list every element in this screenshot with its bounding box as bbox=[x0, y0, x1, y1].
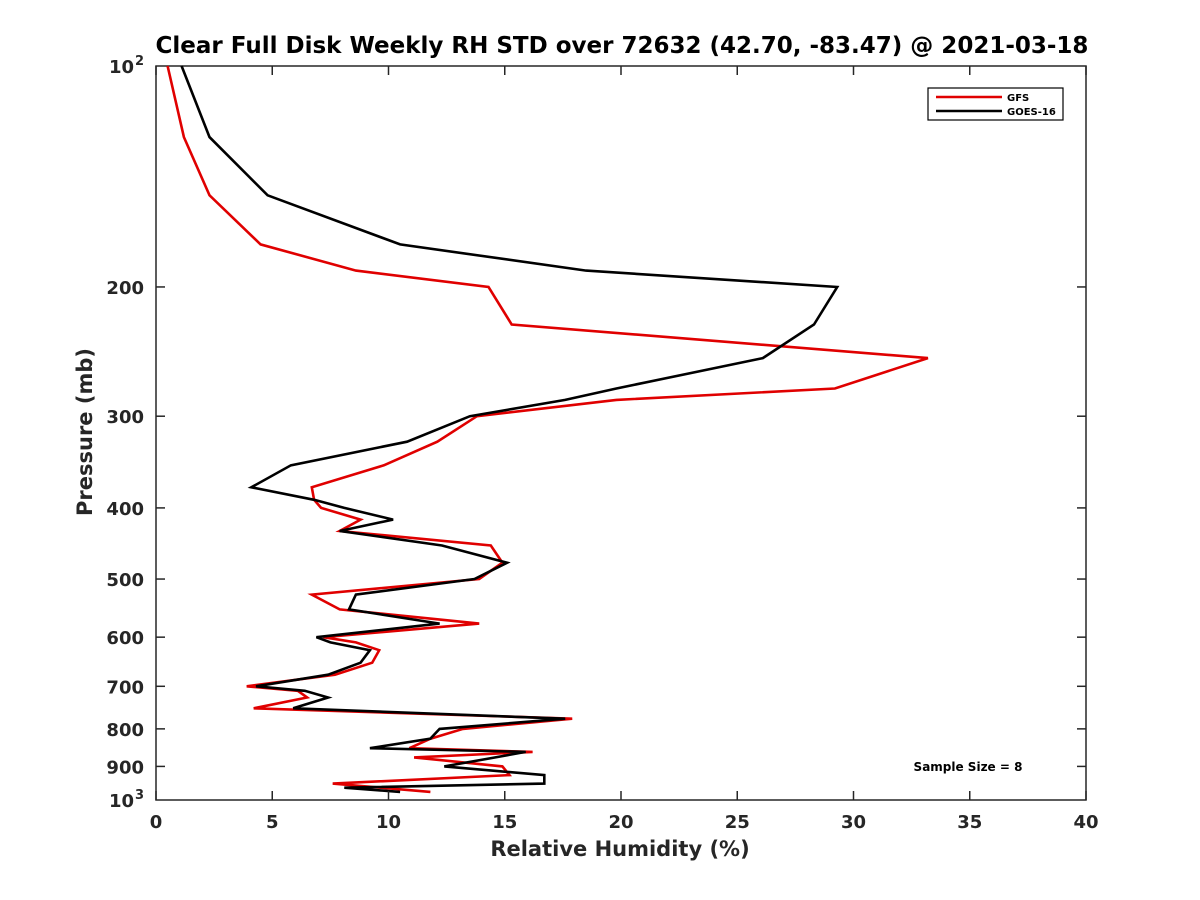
x-tick-label: 30 bbox=[841, 812, 866, 833]
legend: GFS GOES-16 bbox=[927, 87, 1064, 121]
y-tick-label: 900 bbox=[106, 757, 144, 778]
y-tick-label-power: 10 bbox=[109, 791, 134, 812]
y-tick-label-power: 10 bbox=[109, 57, 134, 78]
legend-label: GOES-16 bbox=[1007, 107, 1056, 118]
x-tick-label: 10 bbox=[376, 812, 401, 833]
y-tick-label: 300 bbox=[106, 407, 144, 428]
chart-title: Clear Full Disk Weekly RH STD over 72632… bbox=[156, 33, 1089, 59]
y-tick-label: 600 bbox=[106, 628, 144, 649]
ticks-layer: 0 5 10 15 20 25 30 35 40 200 300 400 500 600 700 800 900… bbox=[106, 54, 1098, 833]
x-tick-label: 20 bbox=[608, 812, 633, 833]
y-tick-label: 500 bbox=[106, 570, 144, 591]
legend-box bbox=[927, 87, 1064, 121]
sample-size-annotation: Sample Size = 8 bbox=[914, 760, 1023, 774]
y-tick-label-exponent: 3 bbox=[135, 788, 144, 803]
x-tick-label: 35 bbox=[957, 812, 982, 833]
y-tick-label: 400 bbox=[106, 499, 144, 520]
y-tick-label: 800 bbox=[106, 720, 144, 741]
legend-items: GFS GOES-16 bbox=[936, 93, 1056, 118]
x-tick-label: 0 bbox=[150, 812, 163, 833]
y-axis-label: Pressure (mb) bbox=[73, 348, 97, 516]
legend-label: GFS bbox=[1007, 93, 1029, 104]
y-tick-label: 700 bbox=[106, 677, 144, 698]
plot-area: 0 5 10 15 20 25 30 35 40 200 300 400 500 600 700 800 900… bbox=[106, 54, 1098, 833]
y-tick-label-exponent: 2 bbox=[135, 54, 144, 69]
y-tick-label: 200 bbox=[106, 278, 144, 299]
x-tick-label: 25 bbox=[725, 812, 750, 833]
x-tick-label: 5 bbox=[266, 812, 279, 833]
x-tick-label: 15 bbox=[492, 812, 517, 833]
x-tick-label: 40 bbox=[1073, 812, 1098, 833]
series-layer bbox=[166, 65, 929, 794]
series-line-goes-16 bbox=[180, 65, 840, 794]
x-axis-label: Relative Humidity (%) bbox=[490, 837, 749, 861]
